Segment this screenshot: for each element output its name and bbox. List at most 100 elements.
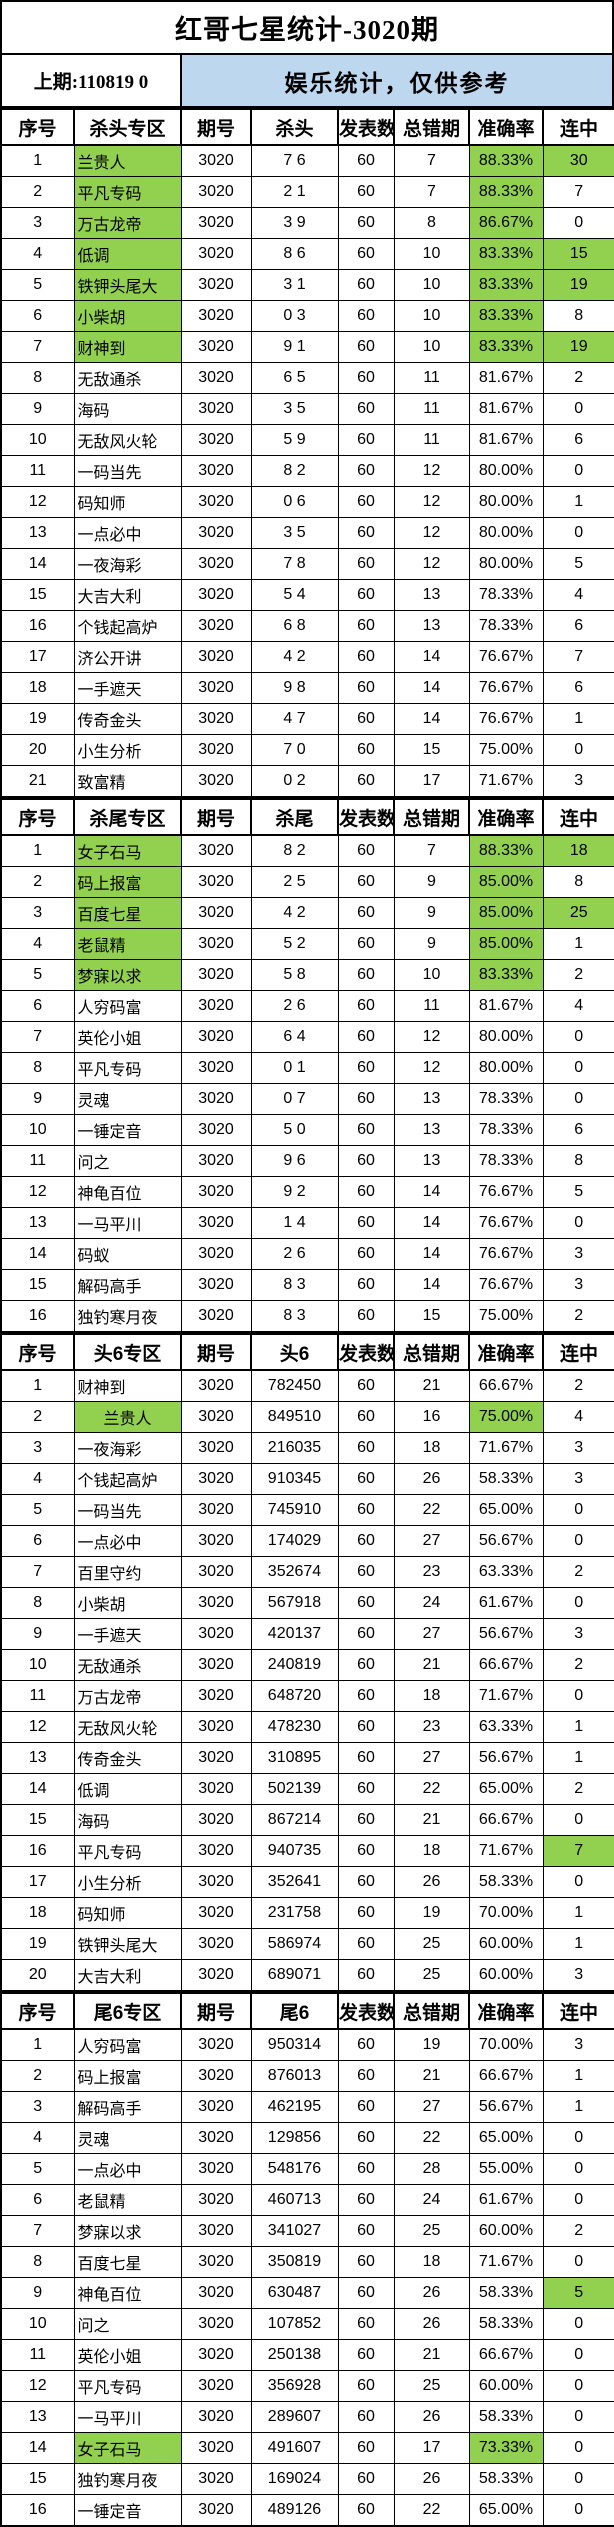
- accuracy-cell: 88.33%: [468, 834, 544, 867]
- issue-cell: 3020: [180, 1711, 252, 1743]
- errors-cell: 23: [393, 1711, 470, 1743]
- table-row: 12 神龟百位 3020 9 2 60 14 76.67% 5: [0, 1176, 614, 1208]
- errors-cell: 28: [393, 2153, 470, 2185]
- streak-cell: 0: [542, 1021, 614, 1053]
- seq-cell: 1: [0, 144, 75, 177]
- accuracy-cell: 58.33%: [468, 2308, 544, 2340]
- published-cell: 60: [337, 1618, 395, 1650]
- accuracy-cell: 88.33%: [468, 176, 544, 208]
- issue-cell: 3020: [180, 1369, 252, 1402]
- errors-cell: 12: [393, 455, 470, 487]
- name-cell: 小生分析: [73, 1866, 182, 1898]
- errors-cell: 14: [393, 1269, 470, 1301]
- issue-cell: 3020: [180, 703, 252, 735]
- last-period-label: 上期:110819 0: [2, 55, 182, 106]
- name-cell: 海码: [73, 1804, 182, 1836]
- value-cell: 6 8: [250, 610, 339, 642]
- issue-cell: 3020: [180, 2401, 252, 2433]
- value-cell: 462195: [250, 2091, 339, 2123]
- issue-cell: 3020: [180, 548, 252, 580]
- value-cell: 3 9: [250, 207, 339, 239]
- streak-cell: 2: [542, 1773, 614, 1805]
- issue-cell: 3020: [180, 2028, 252, 2061]
- value-cell: 4 7: [250, 703, 339, 735]
- name-cell: 问之: [73, 1145, 182, 1177]
- column-header-streak: 连中: [542, 1992, 614, 2030]
- streak-cell: 19: [542, 331, 614, 363]
- issue-cell: 3020: [180, 1897, 252, 1929]
- issue-cell: 3020: [180, 1300, 252, 1333]
- table-row: 9 神龟百位 3020 630487 60 26 58.33% 5: [0, 2277, 614, 2309]
- table-row: 7 财神到 3020 9 1 60 10 83.33% 19: [0, 331, 614, 363]
- accuracy-cell: 76.67%: [468, 1176, 544, 1208]
- column-header-value: 头6: [250, 1333, 339, 1371]
- accuracy-cell: 80.00%: [468, 517, 544, 549]
- seq-cell: 15: [0, 1269, 75, 1301]
- name-cell: 老鼠精: [73, 928, 182, 960]
- table-row: 8 小柴胡 3020 567918 60 24 61.67% 0: [0, 1587, 614, 1619]
- accuracy-cell: 56.67%: [468, 1525, 544, 1557]
- streak-cell: 18: [542, 834, 614, 867]
- name-cell: 解码高手: [73, 1269, 182, 1301]
- issue-cell: 3020: [180, 1587, 252, 1619]
- errors-cell: 10: [393, 300, 470, 332]
- issue-cell: 3020: [180, 238, 252, 270]
- errors-cell: 12: [393, 486, 470, 518]
- seq-cell: 2: [0, 176, 75, 208]
- errors-cell: 9: [393, 928, 470, 960]
- seq-cell: 18: [0, 1897, 75, 1929]
- name-cell: 平凡专码: [73, 2370, 182, 2402]
- table-row: 1 兰贵人 3020 7 6 60 7 88.33% 30: [0, 144, 614, 177]
- errors-cell: 22: [393, 1494, 470, 1526]
- value-cell: 502139: [250, 1773, 339, 1805]
- accuracy-cell: 65.00%: [468, 1773, 544, 1805]
- published-cell: 60: [337, 1866, 395, 1898]
- name-cell: 传奇金头: [73, 703, 182, 735]
- streak-cell: 1: [542, 1928, 614, 1960]
- accuracy-cell: 83.33%: [468, 331, 544, 363]
- published-cell: 60: [337, 1959, 395, 1992]
- value-cell: 174029: [250, 1525, 339, 1557]
- table-row: 1 财神到 3020 782450 60 21 66.67% 2: [0, 1369, 614, 1402]
- issue-cell: 3020: [180, 1618, 252, 1650]
- name-cell: 英伦小姐: [73, 2339, 182, 2371]
- table-row: 15 解码高手 3020 8 3 60 14 76.67% 3: [0, 1269, 614, 1301]
- accuracy-cell: 65.00%: [468, 2122, 544, 2154]
- errors-cell: 18: [393, 2246, 470, 2278]
- issue-cell: 3020: [180, 1928, 252, 1960]
- table-row: 3 万古龙帝 3020 3 9 60 8 86.67% 0: [0, 207, 614, 239]
- published-cell: 60: [337, 1556, 395, 1588]
- accuracy-cell: 76.67%: [468, 1269, 544, 1301]
- accuracy-cell: 76.67%: [468, 1238, 544, 1270]
- table-row: 14 低调 3020 502139 60 22 65.00% 2: [0, 1773, 614, 1805]
- accuracy-cell: 56.67%: [468, 1742, 544, 1774]
- streak-cell: 0: [542, 2308, 614, 2340]
- accuracy-cell: 76.67%: [468, 641, 544, 673]
- table-row: 10 无敌风火轮 3020 5 9 60 11 81.67% 6: [0, 424, 614, 456]
- seq-cell: 17: [0, 641, 75, 673]
- seq-cell: 8: [0, 1587, 75, 1619]
- name-cell: 小柴胡: [73, 300, 182, 332]
- seq-cell: 13: [0, 517, 75, 549]
- streak-cell: 4: [542, 990, 614, 1022]
- value-cell: 910345: [250, 1463, 339, 1495]
- value-cell: 7 6: [250, 144, 339, 177]
- value-cell: 7 8: [250, 548, 339, 580]
- value-cell: 2 6: [250, 1238, 339, 1270]
- published-cell: 60: [337, 866, 395, 898]
- errors-cell: 11: [393, 990, 470, 1022]
- accuracy-cell: 66.67%: [468, 2060, 544, 2092]
- errors-cell: 14: [393, 1207, 470, 1239]
- column-header-streak: 连中: [542, 108, 614, 146]
- value-cell: 352641: [250, 1866, 339, 1898]
- accuracy-cell: 71.67%: [468, 1432, 544, 1464]
- streak-cell: 0: [542, 2494, 614, 2527]
- column-header-streak: 连中: [542, 798, 614, 836]
- accuracy-cell: 78.33%: [468, 1083, 544, 1115]
- streak-cell: 0: [542, 2153, 614, 2185]
- value-cell: 4 2: [250, 897, 339, 929]
- streak-cell: 25: [542, 897, 614, 929]
- published-cell: 60: [337, 765, 395, 798]
- issue-cell: 3020: [180, 990, 252, 1022]
- seq-cell: 10: [0, 1114, 75, 1146]
